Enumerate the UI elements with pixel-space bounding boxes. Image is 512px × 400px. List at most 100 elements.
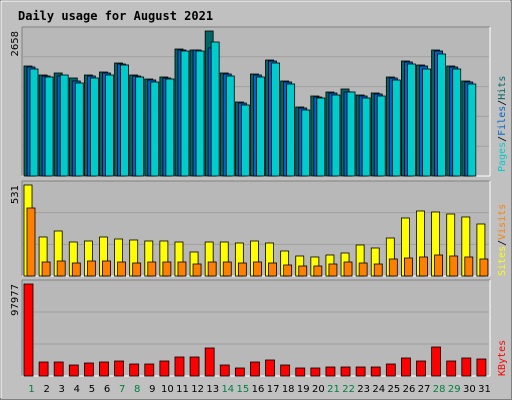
bar-pages-day-8 [135, 76, 145, 177]
panel-max-label: 97977 [10, 284, 21, 316]
bar-pages-day-16 [256, 76, 265, 177]
day-label-23: 23 [357, 384, 370, 395]
bar-pages-day-10 [165, 78, 175, 177]
day-label-8: 8 [134, 384, 140, 395]
bar-kbytes-day-17 [265, 359, 275, 377]
bar-kbytes-day-25 [385, 363, 396, 377]
bar-kbytes-day-8 [129, 363, 140, 377]
day-label-17: 17 [267, 384, 280, 395]
bar-kbytes-day-27 [416, 360, 426, 377]
bar-kbytes-day-26 [401, 357, 411, 377]
bar-visits-day-13 [207, 261, 217, 277]
bar-visits-day-24 [373, 263, 383, 277]
day-labels: 1 2 3 4 5 6 7 8 9 10 11 12 13 14 15 16 17 18 19 20 21 22 23 24 2… [28, 384, 490, 395]
bar-visits-day-7 [117, 261, 126, 277]
panel-max-label: 531 [10, 185, 21, 204]
bar-visits-day-1 [26, 207, 36, 277]
bar-kbytes-day-24 [370, 366, 381, 377]
day-label-12: 12 [191, 384, 204, 395]
day-label-13: 13 [206, 384, 219, 395]
bar-kbytes-day-23 [355, 366, 366, 377]
panels: 2658 531 97977 [10, 26, 491, 377]
side-label-top: Pages/Files/Hits [497, 76, 508, 172]
side-label-part: KBytes [497, 340, 508, 376]
bar-pages-day-27 [422, 68, 431, 177]
bar-visits-day-11 [177, 261, 187, 277]
bar-pages-day-12 [195, 50, 205, 177]
day-label-7: 7 [119, 384, 125, 395]
day-label-27: 27 [418, 384, 431, 395]
day-label-22: 22 [342, 384, 355, 395]
day-label-29: 29 [448, 384, 461, 395]
bar-pages-day-18 [286, 83, 296, 177]
day-label-9: 9 [149, 384, 155, 395]
bar-kbytes-day-7 [114, 360, 124, 377]
bar-pages-day-9 [150, 81, 160, 177]
side-label-part: Files [497, 106, 508, 136]
panel-max-label: 2658 [10, 31, 21, 56]
panel-background [22, 280, 490, 376]
bar-visits-day-3 [56, 260, 66, 277]
bar-visits-day-4 [71, 262, 81, 277]
day-label-10: 10 [161, 384, 174, 395]
day-label-3: 3 [59, 384, 65, 395]
day-label-30: 30 [463, 384, 476, 395]
side-label-part: Visits [497, 204, 508, 240]
bar-kbytes-day-9 [144, 363, 155, 377]
day-label-28: 28 [433, 384, 446, 395]
bar-pages-day-29 [452, 68, 462, 177]
bar-pages-day-13 [210, 41, 220, 177]
bar-pages-day-4 [74, 82, 84, 177]
side-label-part: / [497, 100, 508, 106]
bar-pages-day-23 [361, 97, 371, 177]
bar-visits-day-21 [328, 263, 338, 277]
day-label-2: 2 [43, 384, 49, 395]
bar-kbytes-day-30 [461, 357, 472, 377]
day-label-15: 15 [237, 384, 250, 395]
bar-visits-day-25 [388, 258, 398, 277]
day-label-14: 14 [221, 384, 234, 395]
side-label-part: Sites [497, 246, 508, 276]
day-label-20: 20 [312, 384, 325, 395]
bar-visits-day-16 [253, 261, 262, 277]
day-label-16: 16 [252, 384, 265, 395]
bar-kbytes-day-3 [53, 361, 64, 377]
day-label-5: 5 [89, 384, 95, 395]
side-label-part: Hits [497, 76, 508, 100]
bar-kbytes-day-14 [219, 364, 230, 377]
bar-pages-day-21 [331, 94, 341, 177]
bar-visits-day-31 [479, 258, 489, 277]
bar-kbytes-day-19 [295, 367, 306, 377]
bar-visits-day-29 [449, 255, 459, 277]
side-label-bottom: KBytes [497, 340, 508, 376]
bar-pages-day-14 [225, 75, 235, 177]
bar-kbytes-day-2 [38, 361, 49, 377]
day-label-1: 1 [28, 384, 34, 395]
bar-kbytes-day-4 [68, 364, 79, 377]
bar-visits-day-23 [358, 262, 368, 277]
bar-kbytes-day-31 [476, 358, 487, 377]
bar-kbytes-day-18 [280, 364, 291, 377]
side-label-part: Pages [497, 142, 508, 172]
panel-visits-sites: 531 [10, 180, 491, 277]
day-label-11: 11 [176, 384, 189, 395]
bar-visits-day-19 [298, 265, 308, 277]
chart-title: Daily usage for August 2021 [18, 9, 213, 23]
bar-visits-day-20 [313, 265, 323, 277]
day-label-4: 4 [74, 384, 80, 395]
bar-visits-day-8 [132, 262, 142, 277]
bar-pages-day-22 [346, 91, 356, 177]
bar-pages-day-2 [44, 76, 54, 177]
bar-visits-day-27 [419, 256, 428, 277]
bar-pages-day-20 [316, 97, 326, 177]
bar-kbytes-day-21 [325, 366, 336, 377]
bar-pages-day-28 [437, 53, 447, 177]
bar-visits-day-22 [343, 261, 353, 277]
bar-kbytes-day-10 [159, 360, 170, 377]
bar-kbytes-day-28 [431, 346, 442, 377]
day-label-31: 31 [478, 384, 491, 395]
bar-pages-day-30 [467, 83, 477, 177]
panel-kbytes: 97977 [10, 279, 491, 377]
bar-visits-day-15 [237, 262, 247, 277]
